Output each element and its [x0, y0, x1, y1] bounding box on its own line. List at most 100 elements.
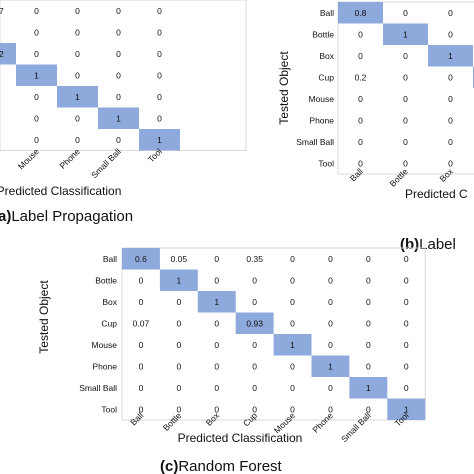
cell-value: 1	[448, 51, 453, 61]
cell-value: 0	[34, 135, 39, 145]
cell-value: 0	[448, 158, 453, 168]
cell-value: 0	[366, 275, 371, 285]
cell-value: 0	[34, 92, 39, 102]
cell-value: 0.07	[133, 318, 150, 328]
column-label: Small Ball	[339, 410, 373, 444]
cell-value: 0	[403, 137, 408, 147]
cell-value: 0	[328, 275, 333, 285]
column-label: Phone	[57, 146, 82, 171]
cell-value: 0	[139, 404, 144, 414]
cell-value: 0	[252, 340, 257, 350]
cell-value: 0	[403, 115, 408, 125]
row-label: Mouse	[91, 340, 117, 350]
cell-value: 0	[404, 297, 409, 307]
cell-value: 0	[252, 297, 257, 307]
cell-value: 0	[404, 383, 409, 393]
cell-value: 0	[75, 6, 80, 16]
cell-value: 0	[328, 254, 333, 264]
highlight-cell	[0, 43, 16, 65]
cell-value: 1	[290, 340, 295, 350]
cell-value: 0	[214, 383, 219, 393]
column-label: Mouse	[16, 146, 41, 171]
cell-value: 0	[448, 137, 453, 147]
cell-value: 0	[252, 275, 257, 285]
cell-value: 0	[176, 340, 181, 350]
cell-value: 1	[34, 70, 39, 80]
panel-caption: (b)Label	[400, 236, 456, 253]
panel-tag: (b)	[400, 236, 419, 253]
cell-value: 0	[139, 275, 144, 285]
cell-value: 0	[366, 361, 371, 371]
highlight-cell	[349, 377, 388, 399]
cell-value: 0	[448, 94, 453, 104]
cell-value: 1	[176, 275, 181, 285]
cell-value: 1	[214, 297, 219, 307]
cell-value: 0	[366, 340, 371, 350]
highlight-cell	[57, 86, 98, 108]
cell-value: 0	[176, 404, 181, 414]
cell-value: 0.05	[171, 254, 188, 264]
cell-value: 0	[139, 340, 144, 350]
row-label: Tool	[318, 158, 334, 168]
highlight-cell	[235, 312, 274, 334]
cell-value: 0	[404, 318, 409, 328]
column-label: Ball	[348, 166, 365, 183]
cell-value: 1	[403, 29, 408, 39]
cell-value: 0	[290, 297, 295, 307]
cell-value: 0	[403, 72, 408, 82]
panel-tag: a)	[0, 208, 11, 225]
cell-value: 0	[366, 254, 371, 264]
cell-value: 0.92	[0, 49, 4, 59]
cell-value: 0	[34, 6, 39, 16]
cell-value: 1	[328, 361, 333, 371]
cell-value: 0	[157, 70, 162, 80]
cell-value: 0	[404, 340, 409, 350]
row-label: Ball	[320, 8, 334, 18]
column-label: Small Ball	[89, 146, 123, 180]
cell-value: 0	[116, 6, 121, 16]
cell-value: 0	[448, 115, 453, 125]
panel-title: Label	[419, 236, 456, 253]
matrix-frame	[0, 0, 247, 151]
cell-value: 0	[116, 27, 121, 37]
cell-value: 0	[214, 340, 219, 350]
cell-value: 0	[290, 361, 295, 371]
cell-value: 0	[176, 318, 181, 328]
panel-title: Label Propagation	[11, 208, 133, 225]
cell-value: 0	[448, 72, 453, 82]
cell-value: 0	[75, 49, 80, 59]
highlight-cell	[387, 398, 426, 420]
cell-value: 0	[214, 318, 219, 328]
cell-value: 1	[157, 135, 162, 145]
y-axis-label: Tested Object	[277, 51, 291, 125]
cell-value: 0	[75, 70, 80, 80]
x-axis-label: Predicted Classification	[178, 431, 303, 445]
cell-value: 0	[176, 361, 181, 371]
column-label: Box	[437, 166, 455, 184]
cell-value: 0	[403, 158, 408, 168]
highlight-cell	[273, 334, 312, 356]
highlight-cell	[159, 269, 198, 291]
cell-value: 0	[290, 404, 295, 414]
panel-tag: (c)	[160, 458, 178, 474]
highlight-cell	[122, 248, 160, 270]
cell-value: 0	[116, 49, 121, 59]
cell-value: 1	[366, 383, 371, 393]
cell-value: 0	[34, 27, 39, 37]
cell-value: 0	[358, 158, 363, 168]
cell-value: 0.37	[0, 6, 4, 16]
cell-value: 0	[75, 113, 80, 123]
highlight-cell	[16, 64, 57, 86]
cell-value: 1	[404, 404, 409, 414]
cell-value: 0	[328, 340, 333, 350]
cell-value: 1	[75, 92, 80, 102]
highlight-cell	[98, 107, 139, 129]
cell-value: 0	[290, 275, 295, 285]
cell-value: 0	[214, 275, 219, 285]
cell-value: 0	[328, 318, 333, 328]
cell-value: 0	[290, 318, 295, 328]
panel-caption: (c)Random Forest	[160, 458, 283, 474]
cell-value: 0	[139, 297, 144, 307]
cell-value: 0	[252, 383, 257, 393]
cell-value: 0	[366, 404, 371, 414]
